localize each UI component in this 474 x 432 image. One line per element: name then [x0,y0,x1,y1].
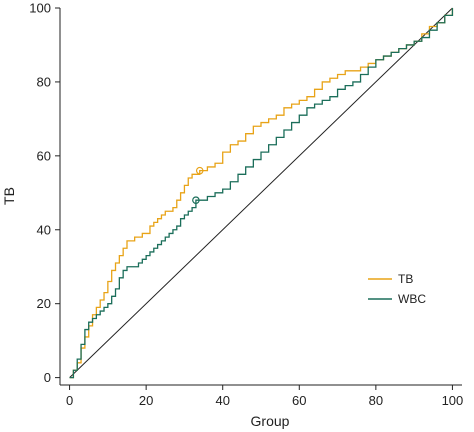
x-tick-label-60: 60 [292,393,306,408]
x-axis-title: Group [251,413,290,429]
x-tick-label-20: 20 [139,393,153,408]
y-tick-label-40: 40 [37,222,51,237]
x-tick-label-80: 80 [369,393,383,408]
series-marker-wbc [192,196,200,204]
series-marker-tb [195,166,204,175]
legend: TB WBC [368,272,426,306]
x-tick-label-40: 40 [215,393,229,408]
series-line-wbc [69,8,454,379]
y-axis-title: TB [1,187,17,205]
series-lines [69,8,454,379]
y-tick-label-80: 80 [37,74,51,89]
y-axis-ticks: 0 20 40 60 80 100 [29,1,60,385]
y-tick-label-0: 0 [44,370,51,385]
y-tick-label-100: 100 [29,1,51,16]
legend-label-tb: TB [398,272,413,286]
y-tick-label-20: 20 [37,296,51,311]
x-tick-label-100: 100 [442,393,464,408]
y-tick-label-60: 60 [37,148,51,163]
x-tick-label-0: 0 [66,393,73,408]
series-line-tb [69,8,454,379]
reference-diagonal-line [69,7,453,378]
x-axis-ticks: 0 20 40 60 80 100 [66,385,463,408]
legend-label-wbc: WBC [398,292,426,306]
